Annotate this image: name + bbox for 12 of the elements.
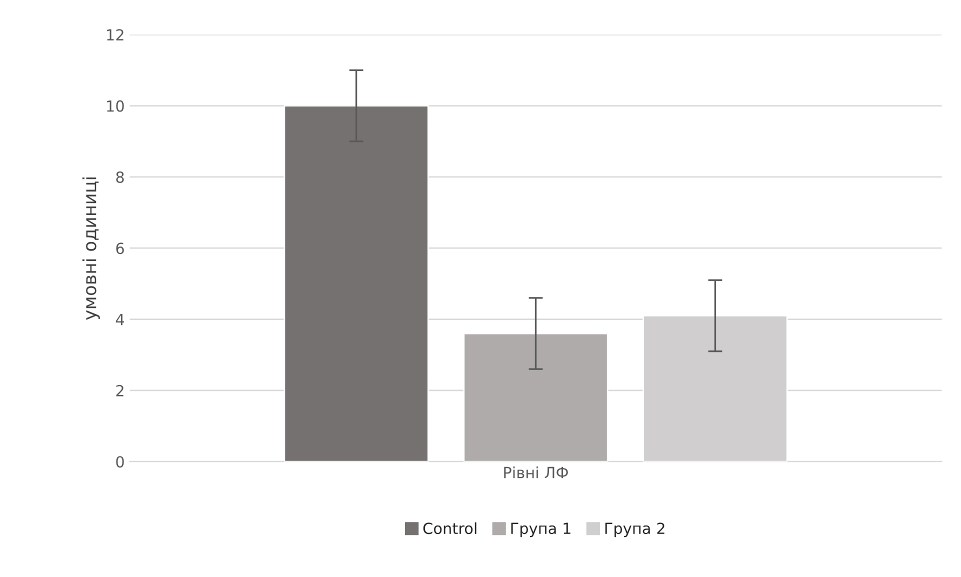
- legend-label: Control: [423, 522, 476, 534]
- y-tick-label: 10: [107, 100, 124, 112]
- y-tick-label: 12: [107, 29, 124, 40]
- y-tick-label: 2: [116, 384, 124, 396]
- y-tick-label: 6: [116, 242, 124, 254]
- legend-label: Група 1: [511, 522, 570, 538]
- y-tick-label: 0: [116, 456, 124, 468]
- legend-label: Група 2: [605, 522, 664, 538]
- y-axis-title: умовні одиниці: [82, 177, 100, 320]
- y-tick-label: 4: [116, 314, 124, 326]
- x-tick-label: Рівні ЛФ: [504, 466, 568, 478]
- y-tick-label: 8: [116, 171, 124, 183]
